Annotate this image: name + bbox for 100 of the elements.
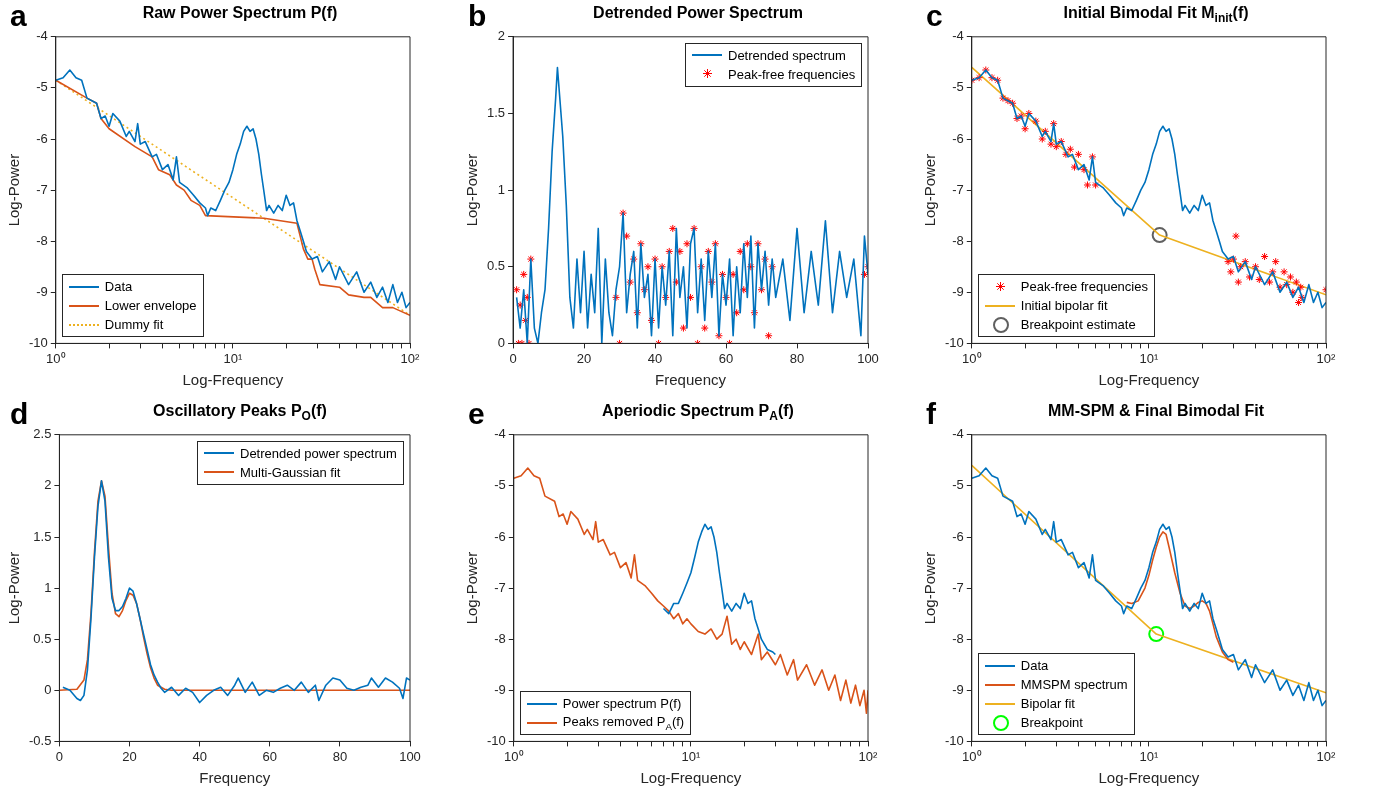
point — [665, 247, 674, 256]
y-tick-label: -5 — [952, 79, 964, 95]
point — [675, 247, 684, 256]
point — [668, 224, 677, 233]
y-tick-label: 1 — [497, 181, 506, 197]
x-tick-label: 20 — [576, 350, 592, 366]
y-axis-title: Log-Power — [5, 153, 23, 227]
y-tick-label: 0.5 — [33, 630, 52, 646]
y-tick-label: -9 — [952, 283, 964, 299]
point — [679, 324, 688, 333]
x-tick-label: 0 — [55, 748, 64, 764]
x-tick-label: 80 — [789, 350, 805, 366]
legend-label: Lower envelope — [104, 298, 197, 314]
chart-title: Oscillatory Peaks P$_{O}$(f) — [152, 402, 328, 424]
y-tick-label: -10 — [28, 334, 48, 350]
y-tick-label: -6 — [952, 130, 964, 146]
point — [513, 285, 521, 294]
point — [629, 255, 638, 264]
y-tick-label: -9 — [494, 681, 506, 697]
x-tick-label: 10¹ — [681, 748, 701, 764]
y-tick-label: -6 — [494, 528, 506, 544]
y-tick-label: -8 — [952, 232, 964, 248]
x-axis-title: Log-Frequency — [640, 769, 742, 787]
point — [746, 262, 755, 271]
chart-title: Initial Bimodal Fit M$_{init}$(f) — [1062, 4, 1250, 26]
y-tick-label: 0 — [44, 681, 52, 697]
text: a — [10, 0, 27, 32]
x-tick-label: 10² — [1316, 748, 1337, 764]
y-axis-title: Log-Power — [463, 153, 481, 227]
chart-title: Aperiodic Spectrum P$_{A}$(f) — [601, 402, 795, 424]
y-tick-label: -10 — [944, 334, 964, 350]
y-tick-label: -7 — [952, 579, 964, 595]
legend-label: Multi-Gaussian fit — [240, 464, 341, 480]
x-tick-label: 10⁰ — [504, 748, 524, 764]
point — [753, 239, 762, 248]
x-tick-label: 80 — [332, 748, 348, 764]
point — [516, 301, 525, 310]
x-axis-title: Log-Frequency — [1098, 769, 1200, 787]
y-tick-label: -10 — [486, 732, 506, 748]
y-tick-label: -5 — [494, 477, 506, 493]
point — [672, 278, 681, 287]
y-tick-label: -9 — [36, 283, 48, 299]
chart-title: Detrended Power Spectrum — [592, 4, 804, 22]
point — [761, 255, 770, 264]
y-tick-label: -5 — [952, 477, 964, 493]
point — [658, 262, 667, 271]
legend-label: Breakpoint — [1020, 715, 1083, 731]
legend-label: Data — [1020, 658, 1049, 674]
text: b — [468, 0, 487, 32]
x-tick-label: 100 — [857, 350, 879, 366]
y-axis-title: Log-Power — [5, 551, 23, 625]
y-axis-title: Log-Power — [921, 153, 939, 227]
point — [764, 331, 773, 340]
legend-label: Detrended power spectrum — [240, 445, 397, 461]
point — [707, 278, 716, 287]
legend-label: Dummy fit — [104, 317, 164, 333]
x-tick-label: 40 — [647, 350, 663, 366]
x-tick-label: 20 — [122, 748, 137, 764]
text: f — [926, 397, 936, 430]
y-tick-label: -8 — [494, 630, 506, 646]
y-tick-label: 2.5 — [33, 426, 52, 442]
legend-label: Peaks removed P$_{A}$(f) — [562, 714, 685, 732]
point — [633, 308, 642, 317]
x-tick-label: 0 — [509, 350, 517, 366]
x-axis-title: Frequency — [655, 371, 727, 389]
y-tick-label: -7 — [952, 181, 964, 197]
point — [626, 278, 635, 287]
point — [519, 270, 528, 279]
x-axis-title: Log-Frequency — [182, 371, 284, 389]
y-tick-label: -6 — [952, 528, 964, 544]
y-tick-label: -6 — [36, 130, 48, 146]
x-tick-label: 10⁰ — [962, 748, 982, 764]
y-tick-label: -5 — [36, 79, 48, 95]
point — [860, 270, 868, 279]
y-tick-label: -4 — [36, 28, 48, 44]
point — [711, 239, 720, 248]
y-tick-label: 2 — [44, 477, 52, 493]
point — [739, 285, 748, 294]
x-tick-label: 60 — [718, 350, 734, 366]
x-tick-label: 100 — [399, 748, 421, 764]
x-tick-label: 10¹ — [1139, 350, 1159, 366]
legend-label: Peak-free frequencies — [728, 66, 856, 82]
legend-label: Detrended spectrum — [728, 47, 846, 63]
y-tick-label: 1.5 — [33, 528, 52, 544]
x-tick-label: 10² — [858, 748, 879, 764]
point — [636, 239, 645, 248]
y-axis-title: Log-Power — [463, 551, 481, 625]
text: c — [926, 0, 943, 32]
y-tick-label: -8 — [952, 630, 964, 646]
x-tick-label: 60 — [262, 748, 277, 764]
legend-label: MMSPM spectrum — [1020, 677, 1128, 693]
x-tick-label: 10¹ — [1139, 748, 1159, 764]
text: d — [10, 397, 29, 430]
point — [661, 293, 670, 302]
legend-label: Power spectrum P(f) — [562, 696, 682, 712]
point — [526, 255, 535, 264]
y-tick-label: -4 — [494, 426, 506, 442]
y-tick-label: -7 — [36, 181, 48, 197]
legend-label: Peak-free frequencies — [1020, 279, 1148, 295]
y-tick-label: -8 — [36, 232, 48, 248]
